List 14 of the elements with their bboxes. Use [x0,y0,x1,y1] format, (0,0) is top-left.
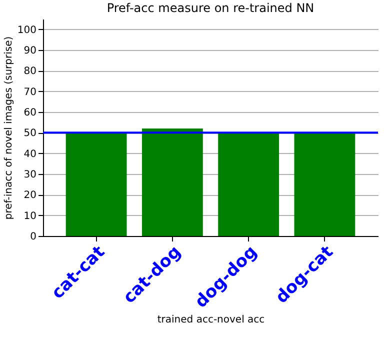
y-tick-label: 70 [24,86,36,98]
y-tick-label: 60 [24,108,36,118]
y-tick-label: 0 [30,232,36,242]
y-tick-label: 100 [17,24,36,36]
y-tick-label: 20 [24,190,36,202]
y-tick-label: 10 [24,210,36,222]
y-tick-label: 80 [24,66,36,78]
x-axis-title: trained acc-novel acc [157,314,265,326]
y-tick-label: 30 [24,170,36,180]
y-tick-label: 50 [24,128,36,140]
y-tick-label: 40 [24,148,36,160]
y-axis-title: pref-inacc of novel images (surprise) [3,36,14,220]
chart-title: Pref-acc measure on re-trained NN [106,1,314,15]
y-tick-label: 90 [24,46,36,56]
